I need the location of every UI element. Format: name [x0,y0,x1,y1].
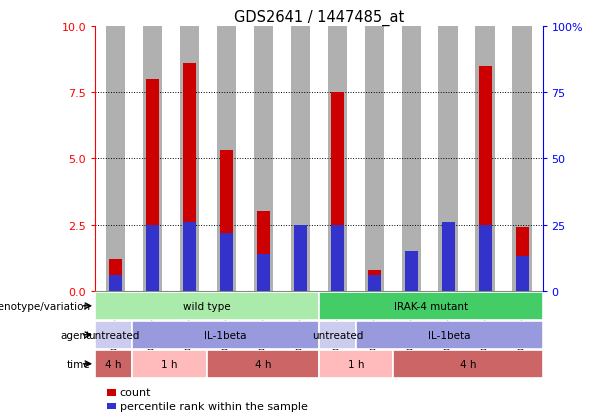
Bar [294,225,306,291]
Bar [512,27,532,291]
Text: 1 h: 1 h [348,359,364,369]
Bar [516,228,528,291]
Bar [109,275,122,291]
Bar [516,257,528,291]
Bar [220,233,233,291]
Bar [105,27,125,291]
Bar [146,80,159,291]
Text: 4 h: 4 h [105,359,122,369]
Bar [319,350,394,378]
Text: IRAK-4 mutant: IRAK-4 mutant [394,301,468,311]
Bar [405,257,417,291]
Bar [95,350,132,378]
Text: 4 h: 4 h [460,359,476,369]
Text: time: time [67,359,91,369]
Bar [442,223,455,291]
Bar [180,27,199,291]
Bar [183,64,196,291]
Text: 1 h: 1 h [161,359,178,369]
Bar [368,270,381,291]
Bar [331,225,344,291]
Bar [319,292,543,320]
Bar [207,350,319,378]
Bar [479,66,492,291]
Bar [331,93,344,291]
Title: GDS2641 / 1447485_at: GDS2641 / 1447485_at [234,9,404,26]
Bar [405,252,417,291]
Bar [183,223,196,291]
Bar [402,27,421,291]
Bar [109,259,122,291]
Bar [291,27,310,291]
Bar [132,350,207,378]
Bar [442,223,455,291]
Bar [254,27,273,291]
Bar [394,350,543,378]
Bar [319,321,356,349]
Bar [257,254,270,291]
Text: untreated: untreated [88,330,139,340]
Text: 4 h: 4 h [254,359,271,369]
Bar [95,321,132,349]
Bar [143,27,162,291]
Bar [220,151,233,291]
Bar [476,27,495,291]
Bar [216,27,236,291]
Bar [479,225,492,291]
Bar [294,225,306,291]
Bar [132,321,319,349]
Text: percentile rank within the sample: percentile rank within the sample [120,401,307,411]
Bar [257,212,270,291]
Text: genotype/variation: genotype/variation [0,301,91,311]
Text: IL-1beta: IL-1beta [428,330,471,340]
Text: wild type: wild type [183,301,230,311]
Bar [146,225,159,291]
Bar [327,27,347,291]
Bar [438,27,458,291]
Bar [365,27,384,291]
Bar [368,275,381,291]
Text: IL-1beta: IL-1beta [204,330,247,340]
Text: count: count [120,387,151,397]
Bar [356,321,543,349]
Bar [95,292,319,320]
Text: untreated: untreated [312,330,363,340]
Text: agent: agent [61,330,91,340]
